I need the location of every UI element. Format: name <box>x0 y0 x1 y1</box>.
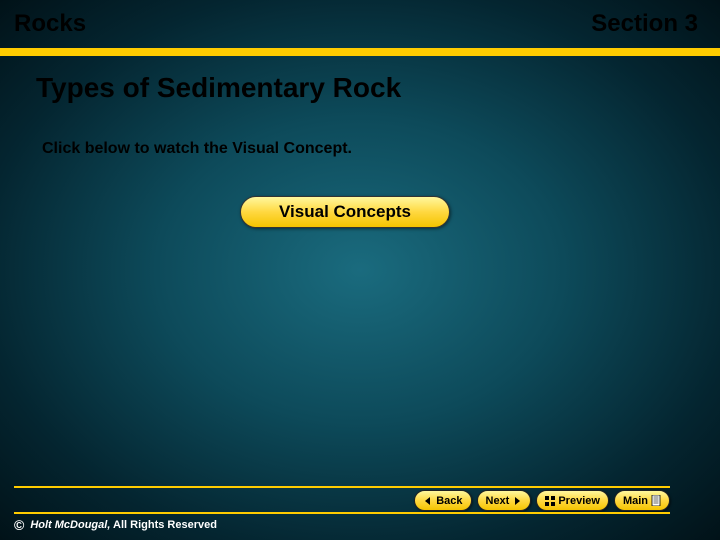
visual-concepts-button[interactable]: Visual Concepts <box>240 196 450 228</box>
nav-button-group: Back Next Preview Main <box>414 490 670 511</box>
preview-label: Preview <box>558 495 600 507</box>
header-topic: Rocks <box>14 10 86 38</box>
footer-divider-top <box>14 486 670 488</box>
slide-container: Rocks Section 3 Types of Sedimentary Roc… <box>0 0 720 540</box>
back-label: Back <box>436 495 462 507</box>
main-button[interactable]: Main <box>614 490 670 511</box>
copyright-text: Holt McDougal, All Rights Reserved <box>30 519 217 531</box>
next-button[interactable]: Next <box>477 490 532 511</box>
visual-concepts-label: Visual Concepts <box>279 202 411 222</box>
header-divider <box>0 48 720 56</box>
main-label: Main <box>623 495 648 507</box>
copyright-symbol: © <box>14 517 24 533</box>
instruction-text: Click below to watch the Visual Concept. <box>42 140 352 158</box>
header: Rocks Section 3 <box>0 0 720 48</box>
preview-button[interactable]: Preview <box>536 490 609 511</box>
back-button[interactable]: Back <box>414 490 471 511</box>
page-title: Types of Sedimentary Rock <box>36 72 401 104</box>
arrow-left-icon <box>423 496 433 506</box>
copyright: © Holt McDougal, All Rights Reserved <box>14 517 217 533</box>
grid-icon <box>545 496 555 506</box>
copyright-brand: Holt McDougal, <box>30 519 110 531</box>
next-label: Next <box>486 495 510 507</box>
page-icon <box>651 495 661 506</box>
arrow-right-icon <box>512 496 522 506</box>
footer-divider-bottom <box>14 512 670 514</box>
copyright-rights: All Rights Reserved <box>113 519 217 531</box>
header-section: Section 3 <box>591 10 698 38</box>
